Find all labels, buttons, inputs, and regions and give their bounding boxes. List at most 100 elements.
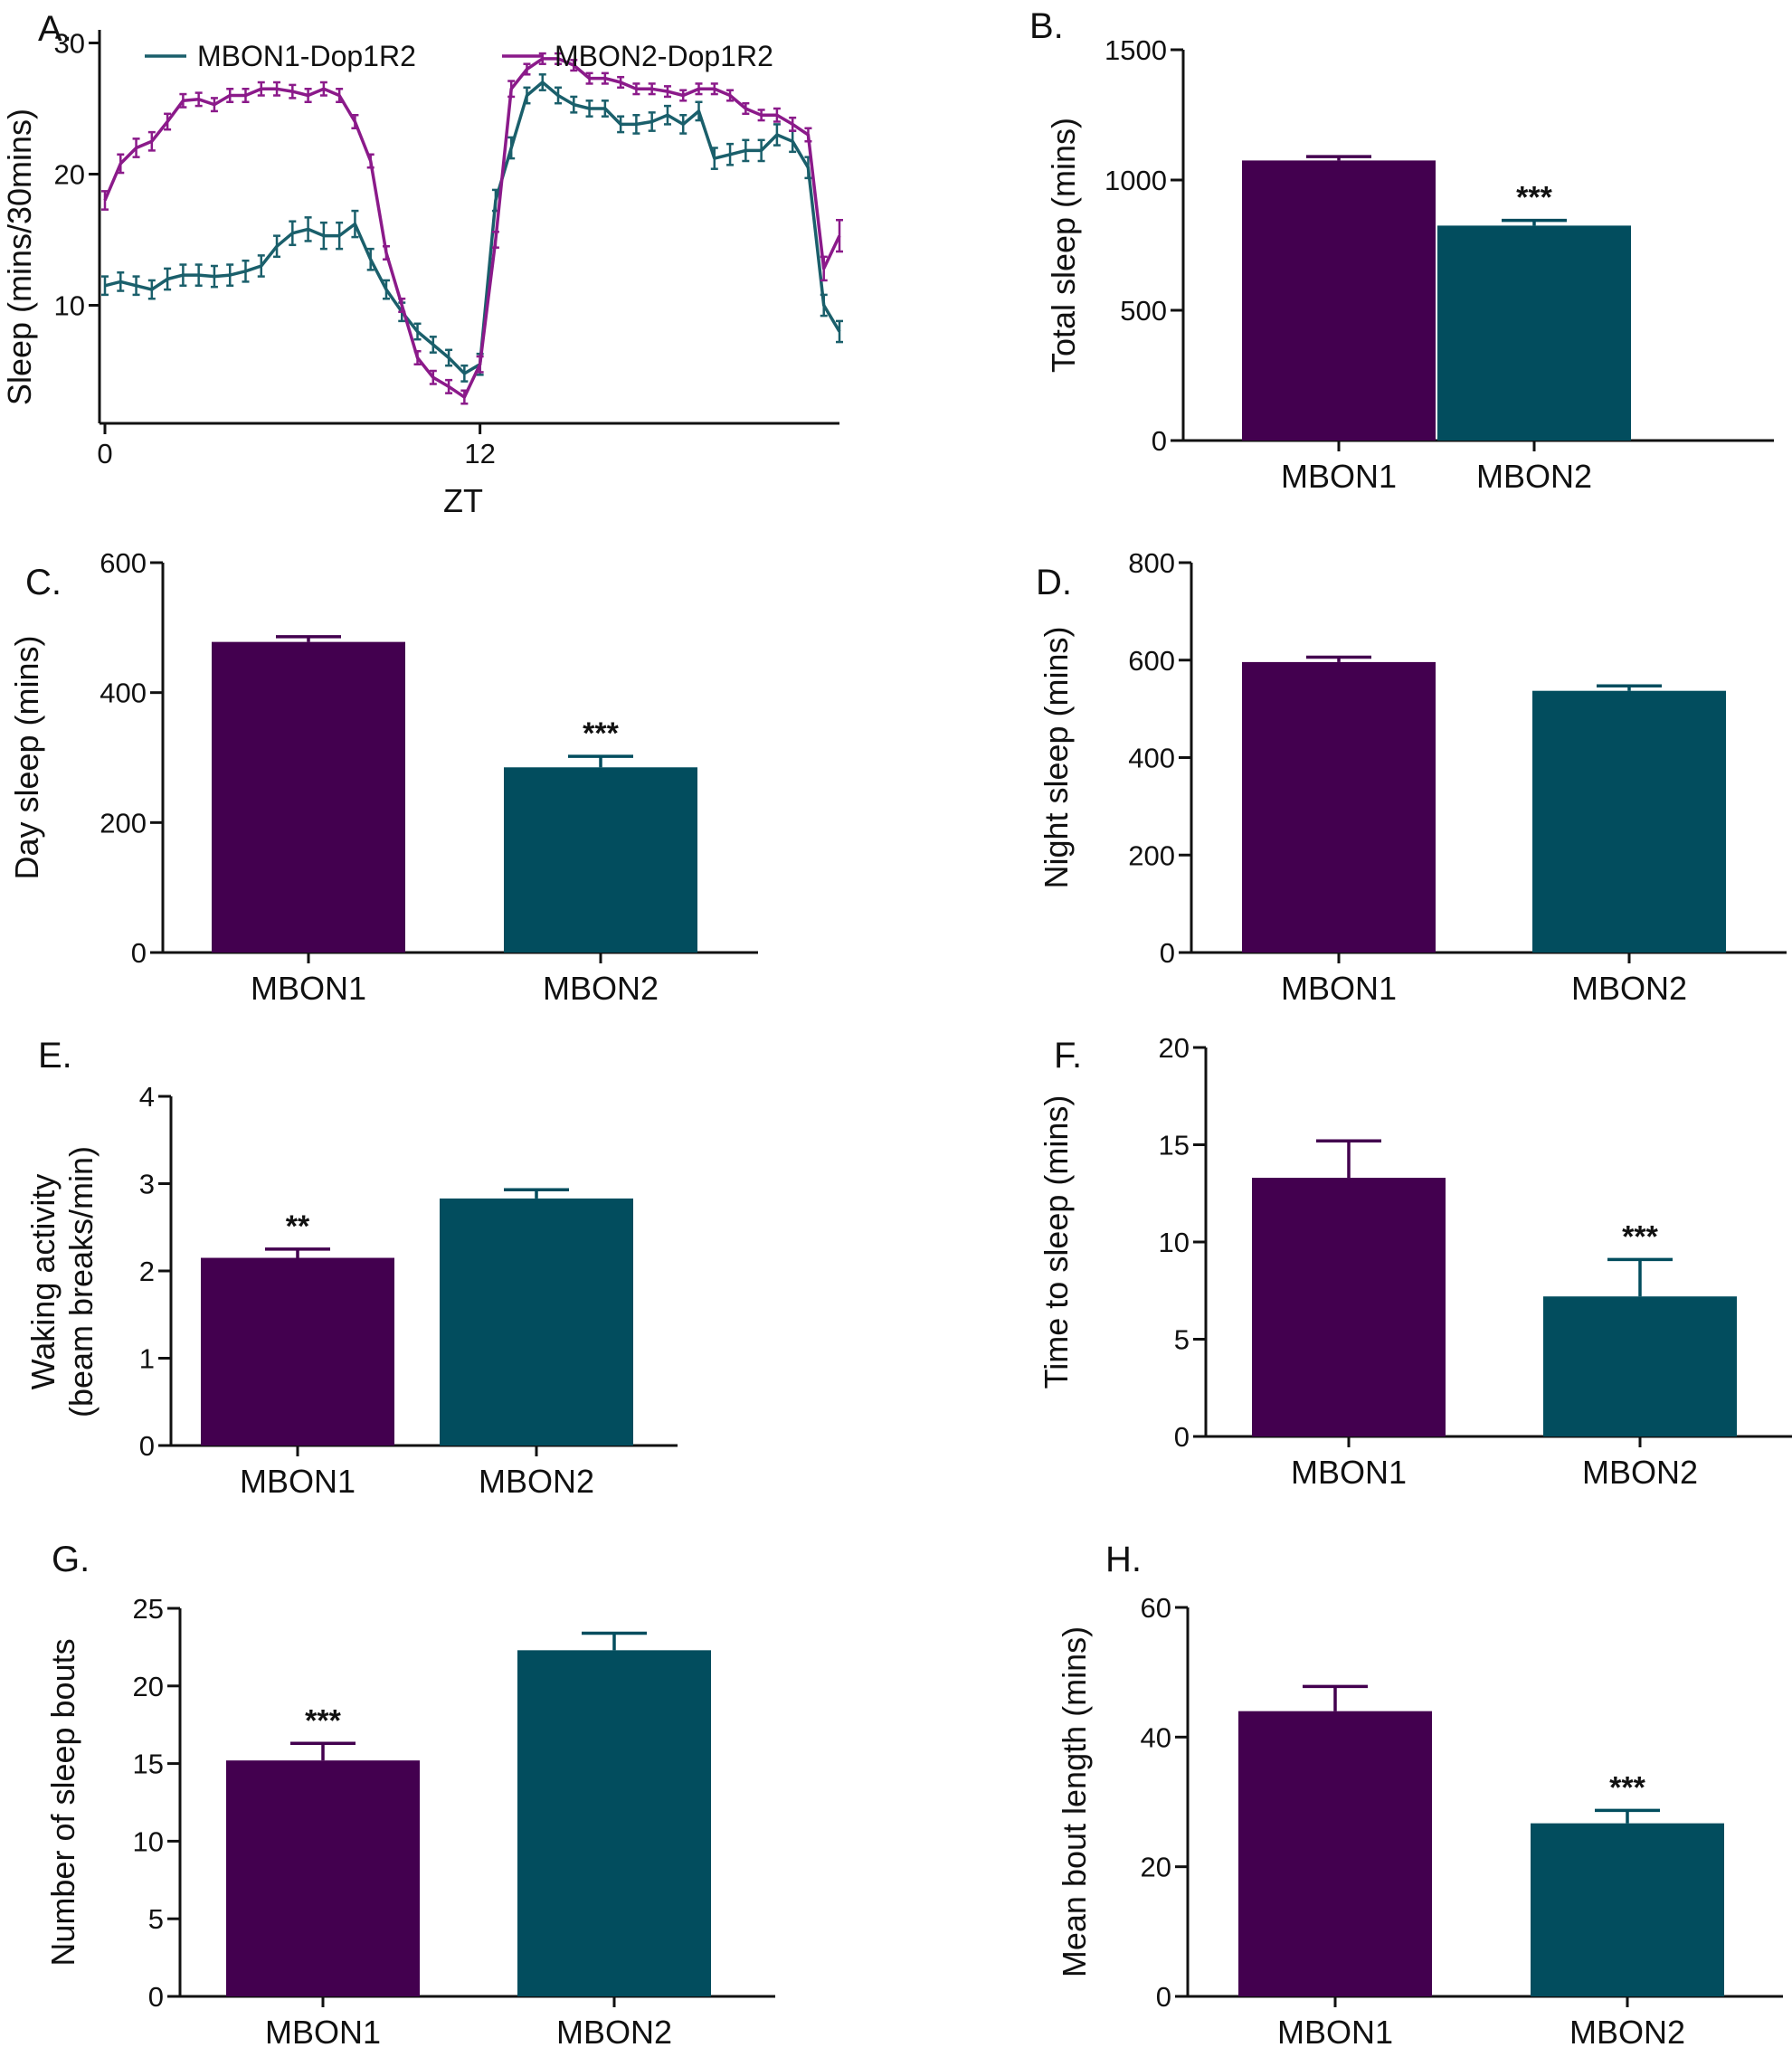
bar-mbon1	[1252, 1178, 1446, 1436]
category-label: MBON2	[1569, 2014, 1685, 2051]
bar-mbon1	[201, 1257, 394, 1446]
x-tick-label: 0	[97, 438, 112, 469]
panel-A-line-chart: A. 10 20 30 0 12 ZT Sleep (mins/30mins) MBON1-Do…	[1, 9, 843, 519]
y-axis-title: Day sleep (mins)	[8, 635, 45, 879]
panel-E-bar-chart: E. 0 1 2 3 4 Waking activity (beam breaks/min) M…	[24, 1036, 678, 1500]
panel-B-bar-chart: B. 0 500 1000 1500 Total sleep (mins) MBON1 MBO…	[1029, 6, 1774, 495]
significance-marker: **	[286, 1209, 310, 1244]
y-tick-label: 400	[1128, 743, 1175, 774]
category-label: MBON1	[1291, 1454, 1407, 1491]
y-tick-label: 5	[148, 1903, 164, 1935]
y-tick-label: 20	[54, 159, 85, 191]
y-axis-title: Sleep (mins/30mins)	[1, 109, 38, 405]
category-label: MBON2	[556, 2014, 672, 2051]
y-tick-label: 1000	[1105, 165, 1167, 196]
category-label: MBON2	[543, 970, 659, 1007]
y-tick-label: 10	[54, 290, 85, 322]
panel-letter: F.	[1054, 1036, 1082, 1076]
y-tick-label: 15	[1159, 1130, 1190, 1161]
category-label: MBON1	[251, 970, 366, 1007]
y-tick-label: 3	[139, 1169, 155, 1200]
y-tick-label: 0	[1160, 937, 1175, 969]
bar-mbon1	[212, 641, 405, 953]
y-tick-label: 0	[131, 937, 147, 969]
y-tick-label: 10	[1159, 1227, 1190, 1258]
category-label: MBON1	[1277, 2014, 1393, 2051]
category-label: MBON1	[1281, 458, 1397, 495]
y-tick-label: 0	[1156, 1981, 1171, 2013]
panel-letter: D.	[1036, 563, 1072, 602]
y-tick-label: 0	[139, 1430, 155, 1462]
significance-marker: ***	[1516, 181, 1552, 215]
y-tick-label: 200	[1128, 839, 1175, 871]
y-tick-label: 500	[1120, 295, 1167, 327]
category-label: MBON1	[240, 1463, 356, 1500]
legend-label: MBON2-Dop1R2	[555, 40, 773, 72]
bar-mbon1	[1238, 1711, 1432, 1996]
y-tick-label: 200	[100, 807, 147, 839]
y-axis-title: Number of sleep bouts	[44, 1638, 81, 1966]
panel-letter: B.	[1029, 6, 1064, 46]
y-tick-label: 10	[133, 1825, 164, 1857]
category-label: MBON1	[265, 2014, 381, 2051]
y-tick-label: 60	[1141, 1592, 1171, 1624]
legend-label: MBON1-Dop1R2	[197, 40, 416, 72]
bar-mbon2	[1437, 225, 1631, 441]
y-tick-label: 600	[100, 547, 147, 579]
y-tick-label: 600	[1128, 645, 1175, 677]
y-tick-label: 40	[1141, 1721, 1171, 1753]
y-tick-label: 1500	[1105, 34, 1167, 66]
panel-letter: H.	[1105, 1540, 1142, 1579]
x-axis-title: ZT	[443, 482, 483, 519]
y-tick-label: 30	[54, 28, 85, 60]
panel-C-bar-chart: C. 0 200 400 600 Day sleep (mins) MBON1 MBON2 **…	[8, 547, 758, 1007]
series-line	[104, 81, 841, 375]
category-label: MBON2	[1582, 1454, 1698, 1491]
panel-D-bar-chart: D. 0 200 400 600 800 Night sleep (mins) MBON1 MB…	[1036, 547, 1787, 1007]
y-axis-title: Total sleep (mins)	[1045, 118, 1082, 373]
series-1	[101, 73, 843, 383]
bar-mbon1	[226, 1760, 420, 1996]
significance-marker: ***	[1622, 1219, 1658, 1254]
y-axis-title: Time to sleep (mins)	[1038, 1095, 1075, 1389]
category-label: MBON2	[1476, 458, 1592, 495]
panel-H-bar-chart: H. 0 20 40 60 Mean bout length (mins) MBON1 MBO…	[1056, 1540, 1783, 2051]
panel-letter: A.	[38, 9, 72, 49]
category-label: MBON2	[1571, 970, 1687, 1007]
panel-letter: E.	[38, 1036, 72, 1076]
bar-mbon1	[1242, 160, 1436, 441]
panel-letter: C.	[25, 563, 62, 602]
y-tick-label: 20	[1141, 1852, 1171, 1883]
panel-F-bar-chart: F. 0 5 10 15 20 Time to sleep (mins) MBON1 MBON2…	[1038, 1032, 1792, 1491]
y-tick-label: 5	[1174, 1324, 1190, 1356]
y-tick-label: 400	[100, 678, 147, 709]
bar-mbon2	[517, 1650, 711, 1996]
y-tick-label: 15	[133, 1749, 164, 1780]
y-tick-label: 4	[139, 1081, 155, 1113]
category-label: MBON1	[1281, 970, 1397, 1007]
y-tick-label: 0	[1174, 1421, 1190, 1453]
x-tick-label: 12	[464, 438, 495, 469]
bar-mbon2	[1531, 1823, 1724, 1996]
y-tick-label: 25	[133, 1593, 164, 1625]
y-axis-title: Mean bout length (mins)	[1056, 1626, 1093, 1977]
y-axis-title: (beam breaks/min)	[62, 1146, 100, 1417]
series-line	[103, 57, 841, 399]
bar-mbon1	[1242, 661, 1436, 953]
significance-marker: ***	[305, 1703, 341, 1738]
bar-mbon2	[1543, 1296, 1737, 1436]
bar-mbon2	[504, 767, 697, 953]
category-label: MBON2	[479, 1463, 594, 1500]
y-axis-title: Waking activity	[24, 1174, 62, 1390]
bar-mbon2	[440, 1198, 633, 1446]
bar-mbon2	[1532, 690, 1726, 953]
significance-marker: ***	[583, 716, 619, 751]
y-tick-label: 2	[139, 1256, 155, 1287]
panel-letter: G.	[52, 1540, 90, 1579]
y-tick-label: 0	[1152, 425, 1167, 457]
y-tick-label: 800	[1128, 547, 1175, 579]
panel-G-bar-chart: G. 0 5 10 15 20 25 Number of sleep bouts MBON1 **…	[44, 1540, 775, 2051]
y-axis-title: Night sleep (mins)	[1038, 626, 1075, 888]
series-2	[101, 52, 843, 405]
